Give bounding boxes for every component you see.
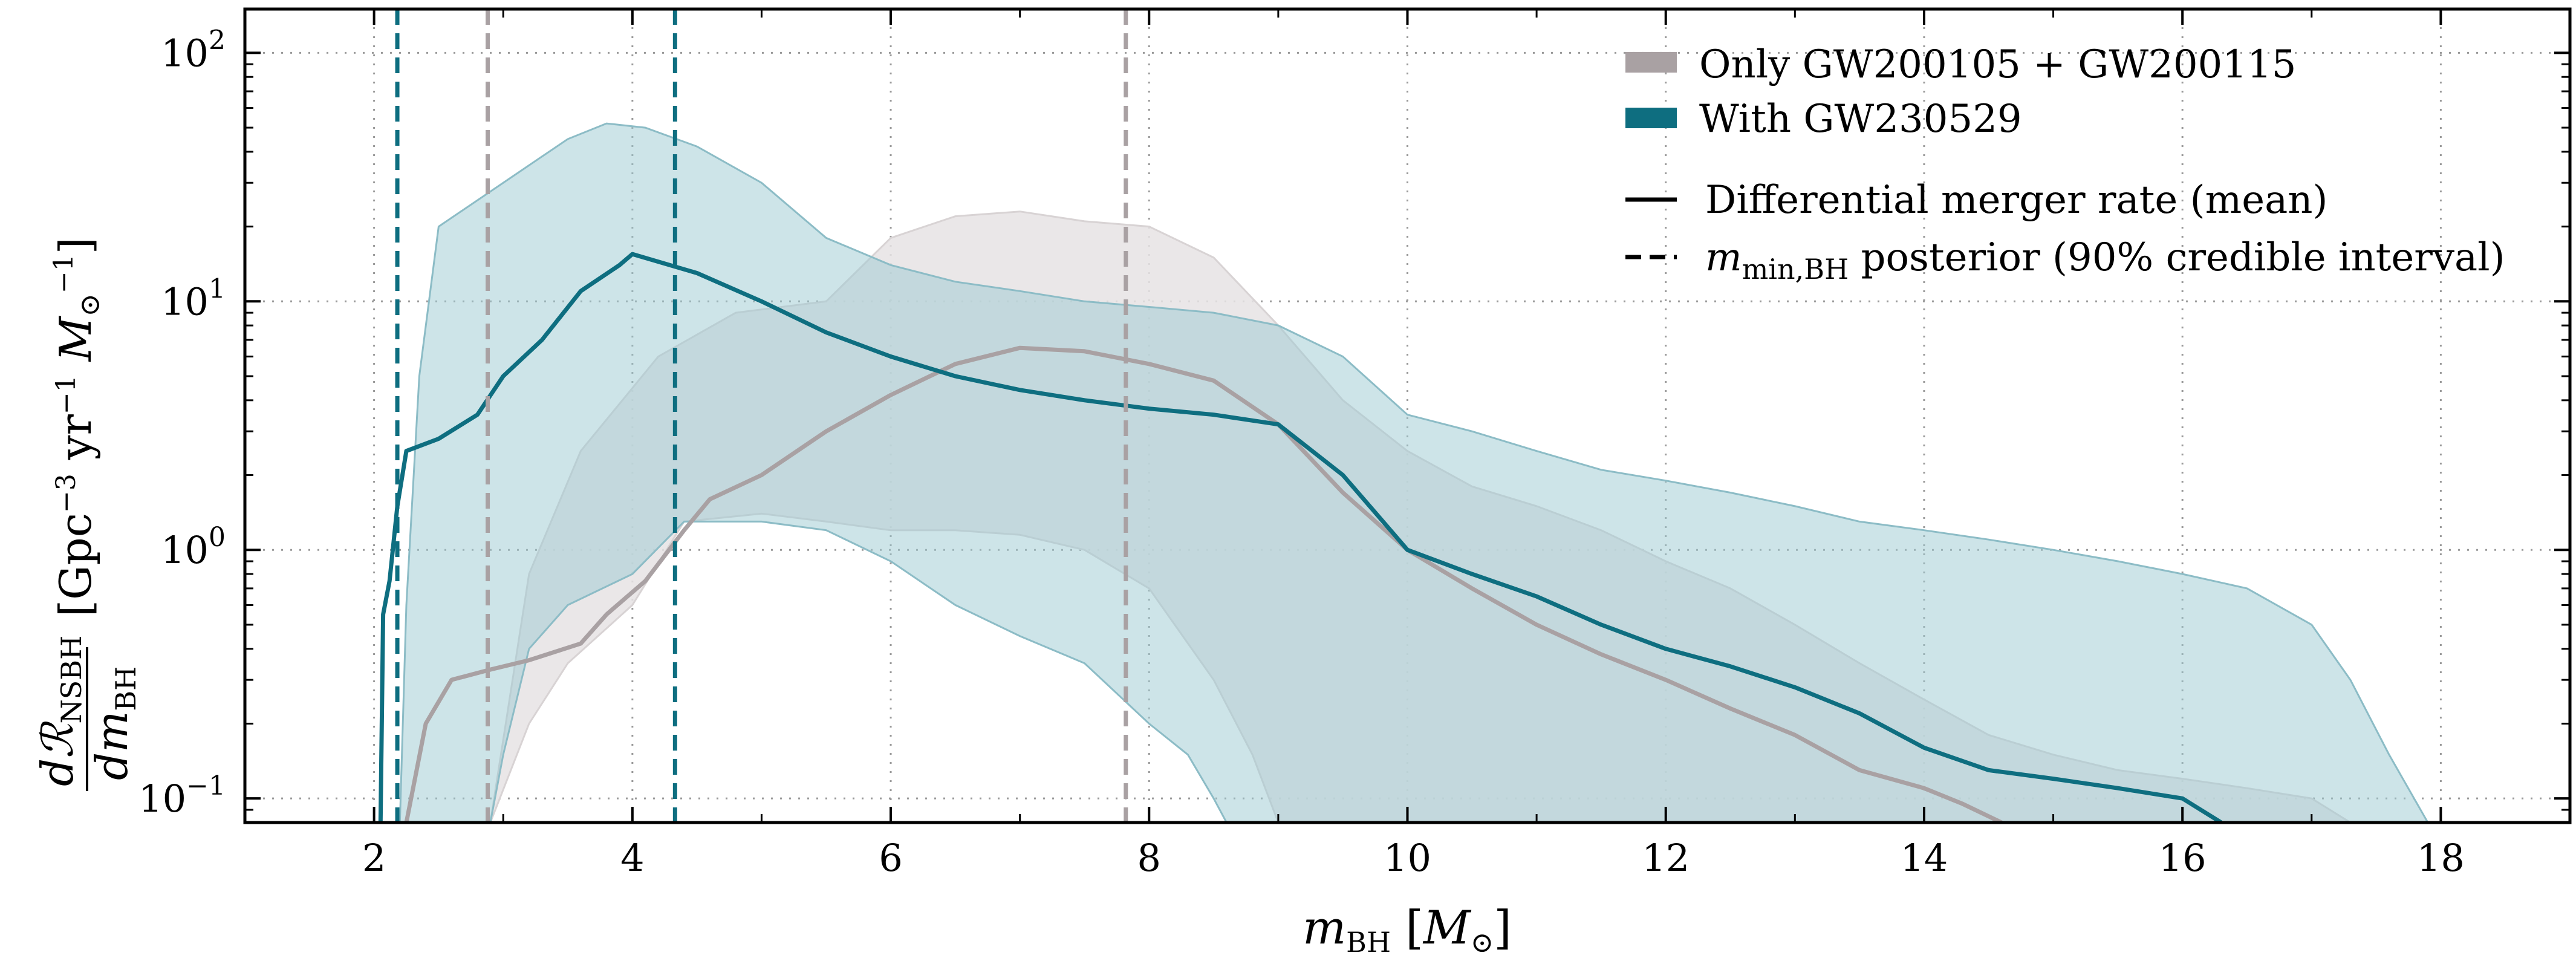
mean-line-gray <box>404 345 2003 823</box>
y-tick-label: 102 <box>161 25 226 75</box>
x-axis-label: mBH [M⊙] <box>1303 901 1512 958</box>
x-tick-label: 10 <box>1384 836 1431 880</box>
y-label-units: [Gpc−3 yr−1 M⊙−1] <box>48 237 106 617</box>
x-tick-label: 16 <box>2159 836 2207 880</box>
mean-line-teal <box>378 252 2223 823</box>
credible-bands <box>398 122 2429 823</box>
y-tick-label: 101 <box>161 273 226 324</box>
y-tick-label: 100 <box>161 522 226 572</box>
y-label-fraction-numerator: dℛNSBH <box>32 636 88 786</box>
legend-label-teal: With GW230529 <box>1699 97 2022 142</box>
legend-label-posterior: mmin,BH posterior (90% credible interval… <box>1705 235 2505 285</box>
y-label-fraction-denominator: dmBH <box>86 666 142 780</box>
x-tick-label: 14 <box>1900 836 1948 880</box>
legend-label-mean: Differential merger rate (mean) <box>1705 178 2327 223</box>
y-tick-label: 10−1 <box>138 771 226 821</box>
posterior-interval-lines <box>395 9 1128 823</box>
band-teal <box>398 122 2429 823</box>
x-tick-label: 4 <box>620 836 644 880</box>
legend-label-gray: Only GW200105 + GW200115 <box>1699 42 2296 87</box>
legend: Only GW200105 + GW200115 With GW230529 D… <box>1625 42 2505 285</box>
legend-patch-teal <box>1625 108 1677 128</box>
x-tick-label: 12 <box>1642 836 1690 880</box>
plot-area <box>378 9 2429 823</box>
x-tick-label: 8 <box>1137 836 1161 880</box>
x-tick-label: 18 <box>2417 836 2465 880</box>
mean-lines <box>378 252 2223 823</box>
y-axis-label: dℛNSBH dmBH [Gpc−3 yr−1 M⊙−1] <box>32 237 142 791</box>
x-tick-label: 2 <box>362 836 386 880</box>
x-tick-label: 6 <box>879 836 902 880</box>
legend-patch-gray <box>1625 52 1677 73</box>
axis-ticks: 2 4 6 8 10 12 14 16 18 10−1 100 101 102 <box>138 9 2571 880</box>
